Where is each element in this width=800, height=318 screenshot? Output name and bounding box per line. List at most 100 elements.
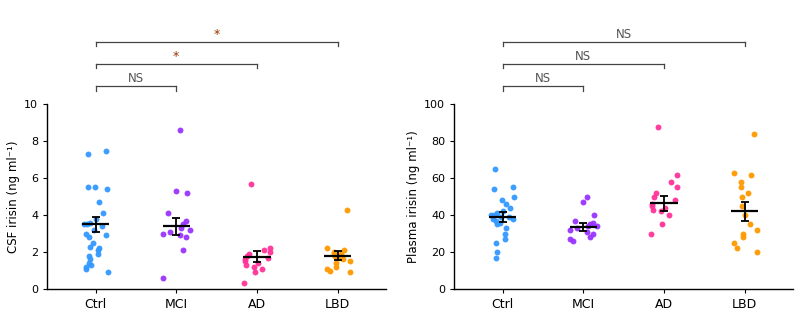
Point — [655, 222, 668, 227]
Point — [341, 207, 354, 212]
Point — [338, 248, 350, 253]
Point — [99, 148, 112, 153]
Point — [337, 257, 350, 262]
Point — [79, 264, 92, 269]
Text: *: * — [173, 50, 179, 63]
Point — [670, 172, 683, 177]
Point — [496, 198, 509, 203]
Point — [238, 281, 251, 286]
Point — [499, 202, 512, 207]
Point — [78, 222, 90, 227]
Point — [83, 235, 96, 240]
Point — [262, 255, 274, 260]
Point — [263, 246, 276, 251]
Point — [82, 261, 95, 266]
Point — [258, 248, 270, 253]
Point — [646, 204, 658, 209]
Point — [490, 218, 502, 223]
Point — [242, 252, 255, 257]
Point — [321, 246, 334, 251]
Point — [90, 216, 102, 221]
Point — [647, 194, 660, 199]
Point — [255, 266, 268, 271]
Point — [239, 262, 252, 267]
Point — [751, 227, 764, 232]
Point — [745, 172, 758, 177]
Point — [581, 194, 594, 199]
Point — [737, 231, 750, 236]
Text: NS: NS — [535, 72, 551, 85]
Point — [174, 225, 187, 231]
Point — [564, 227, 577, 232]
Point — [157, 231, 170, 236]
Point — [93, 246, 106, 251]
Point — [330, 264, 342, 269]
Point — [99, 233, 112, 238]
Point — [83, 257, 96, 262]
Point — [730, 246, 743, 251]
Text: NS: NS — [128, 72, 144, 85]
Point — [163, 229, 176, 234]
Point — [89, 185, 102, 190]
Point — [87, 240, 100, 245]
Point — [490, 250, 503, 255]
Point — [654, 209, 667, 214]
Point — [742, 190, 754, 196]
Point — [331, 255, 344, 260]
Point — [82, 152, 94, 157]
Point — [161, 211, 174, 216]
Point — [241, 253, 254, 258]
Point — [83, 244, 96, 249]
Point — [170, 189, 183, 194]
Point — [327, 250, 340, 255]
Point — [87, 227, 100, 232]
Point — [327, 252, 340, 257]
Point — [97, 211, 110, 216]
Y-axis label: CSF irisin (ng ml⁻¹): CSF irisin (ng ml⁻¹) — [7, 141, 20, 253]
Point — [582, 224, 594, 229]
Point — [328, 253, 341, 258]
Point — [506, 185, 519, 190]
Point — [247, 264, 260, 269]
Point — [82, 253, 95, 258]
Point — [587, 213, 600, 218]
Point — [176, 248, 189, 253]
Point — [738, 213, 751, 218]
Point — [321, 266, 334, 271]
Point — [494, 220, 506, 225]
Point — [489, 167, 502, 172]
Point — [498, 231, 511, 236]
Point — [727, 170, 740, 175]
Point — [735, 194, 748, 199]
Point — [570, 225, 583, 231]
Y-axis label: Plasma irisin (ng ml⁻¹): Plasma irisin (ng ml⁻¹) — [407, 130, 420, 263]
Point — [330, 261, 343, 266]
Point — [344, 270, 357, 275]
Point — [92, 200, 105, 205]
Point — [497, 209, 510, 214]
Point — [747, 131, 760, 136]
Point — [590, 224, 603, 229]
Point — [323, 268, 336, 273]
Point — [646, 207, 659, 212]
Point — [650, 190, 662, 196]
Point — [81, 222, 94, 227]
Point — [584, 222, 597, 227]
Point — [85, 262, 98, 267]
Point — [239, 259, 252, 264]
Point — [102, 270, 114, 275]
Point — [490, 222, 503, 227]
Point — [183, 227, 196, 232]
Point — [671, 185, 684, 190]
Point — [744, 222, 757, 227]
Point — [96, 224, 109, 229]
Point — [503, 205, 516, 210]
Point — [490, 240, 502, 245]
Point — [750, 250, 763, 255]
Point — [490, 255, 502, 260]
Point — [736, 204, 749, 209]
Point — [500, 225, 513, 231]
Point — [583, 235, 596, 240]
Point — [490, 211, 503, 216]
Point — [508, 194, 521, 199]
